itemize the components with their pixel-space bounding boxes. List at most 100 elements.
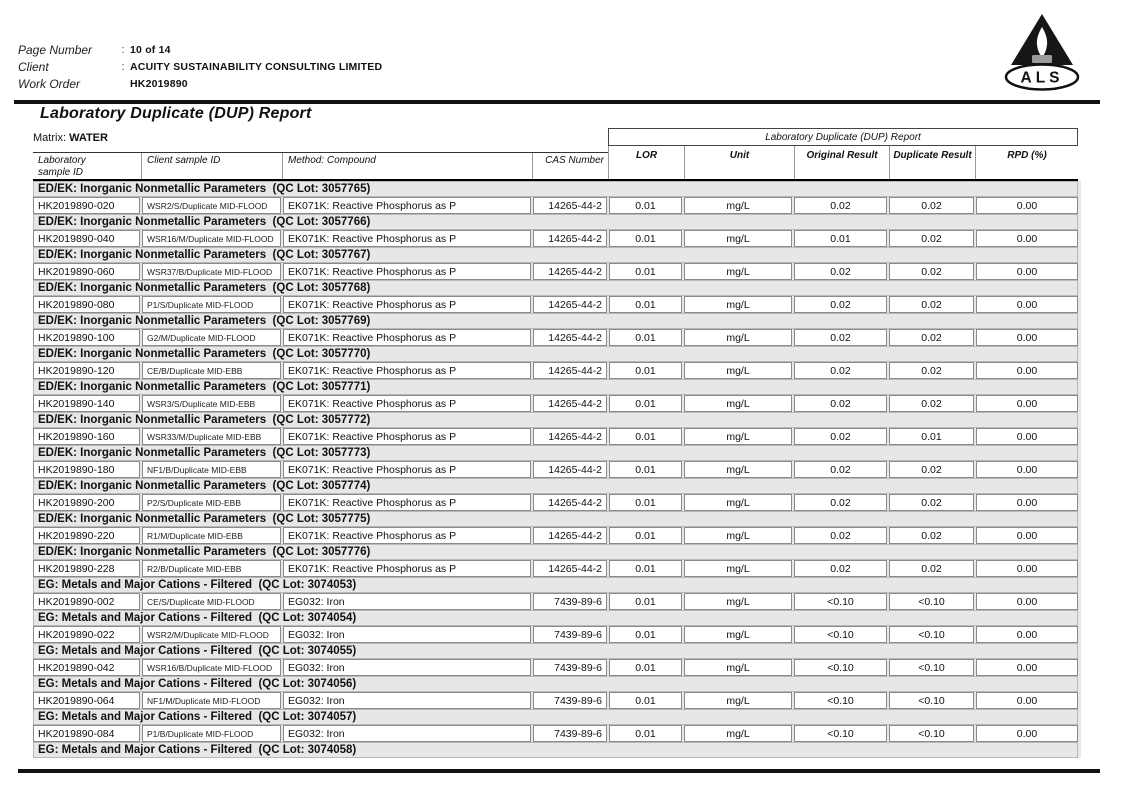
table-row: HK2019890-042 WSR16/B/Duplicate MID-FLOOD… <box>33 659 1078 676</box>
cell-method: EK071K: Reactive Phosphorus as P <box>283 296 531 313</box>
cell-duplicate: 0.01 <box>889 428 974 445</box>
cell-method: EG032: Iron <box>283 725 531 742</box>
cell-duplicate: <0.10 <box>889 692 974 709</box>
cell-client: NF1/B/Duplicate MID-EBB <box>142 461 281 478</box>
cell-cas: 7439-89-6 <box>533 659 607 676</box>
cell-original: 0.02 <box>794 197 887 214</box>
cell-unit: mg/L <box>684 428 792 445</box>
cell-method: EK071K: Reactive Phosphorus as P <box>283 395 531 412</box>
cell-duplicate: 0.02 <box>889 527 974 544</box>
table-body: ED/EK: Inorganic Nonmetallic Parameters … <box>33 181 1081 758</box>
cell-duplicate: 0.02 <box>889 296 974 313</box>
cell-duplicate: 0.02 <box>889 395 974 412</box>
column-header-unit: Unit <box>684 146 794 179</box>
left-header-cells: Laboratory sample ID Client sample ID Me… <box>33 152 608 179</box>
cell-method: EK071K: Reactive Phosphorus as P <box>283 527 531 544</box>
cell-cas: 14265-44-2 <box>533 362 607 379</box>
footer-divider-rule <box>18 769 1100 773</box>
cell-lor: 0.01 <box>609 263 682 280</box>
table-row: HK2019890-002 CE/S/Duplicate MID-FLOOD EG0… <box>33 593 1078 610</box>
cell-method: EG032: Iron <box>283 626 531 643</box>
cell-original: 0.02 <box>794 428 887 445</box>
column-header-method-compound: Method: Compound <box>283 153 533 179</box>
cell-lab: HK2019890-220 <box>33 527 140 544</box>
cell-rpd: 0.00 <box>976 593 1078 610</box>
page-number-row: Page Number : 10 of 14 <box>18 41 382 58</box>
cell-lor: 0.01 <box>609 461 682 478</box>
column-header-original-result: Original Result <box>794 146 889 179</box>
cell-lab: HK2019890-200 <box>33 494 140 511</box>
cell-rpd: 0.00 <box>976 362 1078 379</box>
cell-cas: 14265-44-2 <box>533 560 607 577</box>
cell-method: EK071K: Reactive Phosphorus as P <box>283 362 531 379</box>
cell-client: R2/B/Duplicate MID-EBB <box>142 560 281 577</box>
burner-icon <box>1032 55 1052 63</box>
cell-lab: HK2019890-002 <box>33 593 140 610</box>
cell-unit: mg/L <box>684 329 792 346</box>
cell-duplicate: 0.02 <box>889 197 974 214</box>
table-row: HK2019890-020 WSR2/S/Duplicate MID-FLOOD E… <box>33 197 1078 214</box>
cell-cas: 14265-44-2 <box>533 329 607 346</box>
cell-method: EK071K: Reactive Phosphorus as P <box>283 461 531 478</box>
cell-duplicate: <0.10 <box>889 593 974 610</box>
column-header-cas-number: CAS Number <box>545 155 604 166</box>
cell-client: WSR2/M/Duplicate MID-FLOOD <box>142 626 281 643</box>
cell-unit: mg/L <box>684 593 792 610</box>
cell-client: P1/S/Duplicate MID-FLOOD <box>142 296 281 313</box>
cell-rpd: 0.00 <box>976 494 1078 511</box>
cell-cas: 14265-44-2 <box>533 527 607 544</box>
cell-unit: mg/L <box>684 527 792 544</box>
cell-unit: mg/L <box>684 230 792 247</box>
table-row: HK2019890-060 WSR37/B/Duplicate MID-FLOOD… <box>33 263 1078 280</box>
table-row: HK2019890-140 WSR3/S/Duplicate MID-EBB EK0… <box>33 395 1078 412</box>
cell-duplicate: 0.02 <box>889 362 974 379</box>
cell-client: P2/S/Duplicate MID-EBB <box>142 494 281 511</box>
cell-original: <0.10 <box>794 626 887 643</box>
cell-original: 0.02 <box>794 494 887 511</box>
cell-rpd: 0.00 <box>976 296 1078 313</box>
work-order-value: HK2019890 <box>130 77 188 90</box>
section-header: EG: Metals and Major Cations - Filtered … <box>33 742 1078 758</box>
cell-client: WSR16/M/Duplicate MID-FLOOD <box>142 230 281 247</box>
cell-duplicate: 0.02 <box>889 329 974 346</box>
cell-unit: mg/L <box>684 725 792 742</box>
cell-rpd: 0.00 <box>976 395 1078 412</box>
client-row: Client : ACUITY SUSTAINABILITY CONSULTIN… <box>18 58 382 75</box>
cell-lor: 0.01 <box>609 494 682 511</box>
cell-lab: HK2019890-042 <box>33 659 140 676</box>
cell-lab: HK2019890-100 <box>33 329 140 346</box>
cell-cas: 14265-44-2 <box>533 428 607 445</box>
cell-unit: mg/L <box>684 197 792 214</box>
cell-client: R1/M/Duplicate MID-EBB <box>142 527 281 544</box>
table-row: HK2019890-160 WSR33/M/Duplicate MID-EBB EK… <box>33 428 1078 445</box>
section-header: ED/EK: Inorganic Nonmetallic Parameters … <box>33 214 1078 230</box>
cell-lab: HK2019890-064 <box>33 692 140 709</box>
cell-lor: 0.01 <box>609 230 682 247</box>
section-header: EG: Metals and Major Cations - Filtered … <box>33 610 1078 626</box>
cell-unit: mg/L <box>684 626 792 643</box>
cell-lor: 0.01 <box>609 527 682 544</box>
cell-original: 0.02 <box>794 461 887 478</box>
cell-rpd: 0.00 <box>976 461 1078 478</box>
cell-lor: 0.01 <box>609 659 682 676</box>
table-row: HK2019890-100 G2/M/Duplicate MID-FLOOD EK0… <box>33 329 1078 346</box>
table-row: HK2019890-228 R2/B/Duplicate MID-EBB EK071… <box>33 560 1078 577</box>
cell-unit: mg/L <box>684 692 792 709</box>
section-header: ED/EK: Inorganic Nonmetallic Parameters … <box>33 379 1078 395</box>
cell-rpd: 0.00 <box>976 329 1078 346</box>
section-header: EG: Metals and Major Cations - Filtered … <box>33 676 1078 692</box>
cell-cas: 14265-44-2 <box>533 461 607 478</box>
cell-lab: HK2019890-084 <box>33 725 140 742</box>
cell-lab: HK2019890-140 <box>33 395 140 412</box>
cell-lor: 0.01 <box>609 725 682 742</box>
cell-cas: 14265-44-2 <box>533 263 607 280</box>
cell-client: NF1/M/Duplicate MID-FLOOD <box>142 692 281 709</box>
table-header: Laboratory sample ID Client sample ID Me… <box>33 128 1078 181</box>
separator-colon: : <box>121 43 125 56</box>
cell-cas: 14265-44-2 <box>533 197 607 214</box>
cell-original: 0.01 <box>794 230 887 247</box>
cell-unit: mg/L <box>684 560 792 577</box>
cell-lab: HK2019890-120 <box>33 362 140 379</box>
cell-lab: HK2019890-180 <box>33 461 140 478</box>
cell-original: 0.02 <box>794 263 887 280</box>
